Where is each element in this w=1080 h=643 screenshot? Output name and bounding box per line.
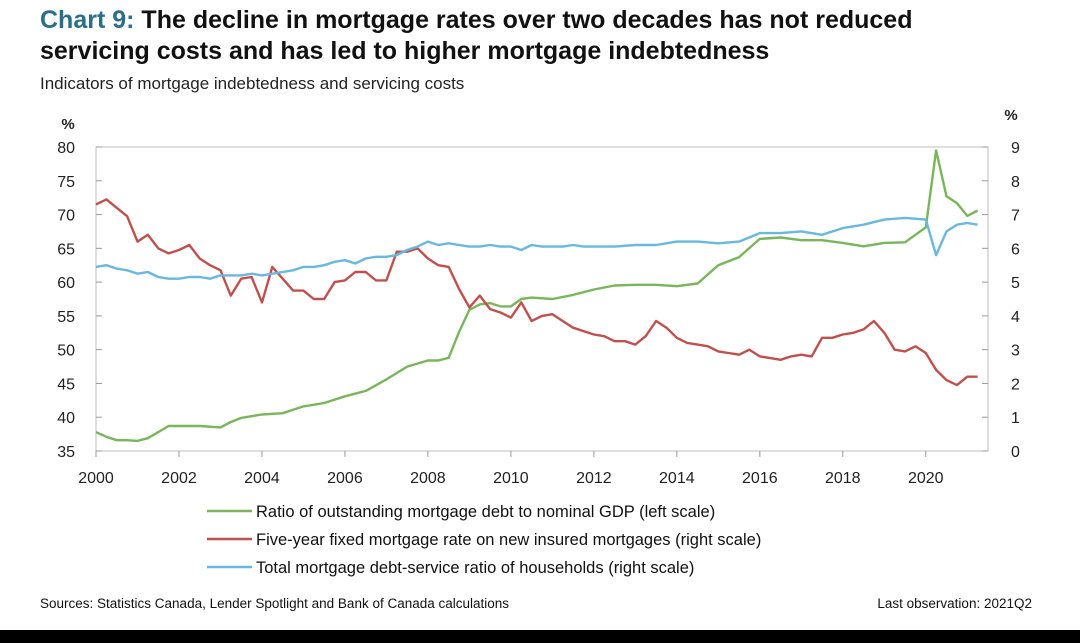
- x-tick-label: 2006: [327, 470, 363, 487]
- y-right-tick-label: 1: [1011, 410, 1020, 427]
- legend-label-mortgage-debt-to-gdp: Ratio of outstanding mortgage debt to no…: [256, 503, 715, 521]
- x-tick-label: 2012: [576, 470, 612, 487]
- chart-title-line-1: The decline in mortgage rates over two d…: [141, 6, 913, 34]
- x-tick-label: 2016: [742, 470, 778, 487]
- series-line-five-year-fixed-rate: [95, 198, 978, 387]
- sources-note: Sources: Statistics Canada, Lender Spotl…: [40, 596, 510, 611]
- series-line-mortgage-debt-to-gdp: [95, 149, 979, 443]
- y-left-tick-label: 70: [57, 208, 75, 225]
- x-tick-label: 2018: [825, 470, 861, 487]
- x-tick-label: 2004: [244, 470, 280, 487]
- x-tick-label: 2002: [161, 470, 197, 487]
- plot-area-frame: [95, 146, 989, 452]
- y-left-tick-label: 35: [57, 444, 75, 461]
- y-right-tick-label: 5: [1011, 275, 1020, 292]
- y-right-tick-label: 0: [1011, 444, 1020, 461]
- legend-label-debt-service-ratio: Total mortgage debt-service ratio of hou…: [256, 559, 694, 577]
- x-tick-label: 2014: [659, 470, 695, 487]
- x-tick-label: 2010: [493, 470, 529, 487]
- series-lines: [95, 149, 979, 443]
- y-right-tick-label: 3: [1011, 343, 1020, 360]
- y-left-tick-label: 80: [57, 140, 75, 157]
- chart-panel: Chart 9: The decline in mortgage rates o…: [0, 0, 1080, 630]
- y-right-unit-label: %: [1004, 107, 1017, 124]
- y-left-tick-label: 50: [57, 343, 75, 360]
- y-left-tick-label: 45: [57, 376, 75, 393]
- chart-title: Chart 9: The decline in mortgage rates o…: [40, 5, 1060, 67]
- chart-number: Chart 9:: [40, 6, 135, 34]
- y-left-tick-label: 75: [57, 174, 75, 191]
- x-tick-label: 2008: [410, 470, 446, 487]
- chart-title-line-2: servicing costs and has led to higher mo…: [40, 37, 770, 65]
- y-left-tick-label: 55: [57, 309, 75, 326]
- y-right-tick-label: 4: [1011, 309, 1020, 326]
- y-right-tick-label: 8: [1011, 174, 1020, 191]
- y-left-tick-label: 65: [57, 241, 75, 258]
- y-right-tick-label: 6: [1011, 241, 1020, 258]
- y-right-tick-label: 7: [1011, 208, 1020, 225]
- x-tick-label: 2020: [908, 470, 944, 487]
- last-observation-note: Last observation: 2021Q2: [877, 596, 1032, 611]
- axis-ticks: [95, 146, 988, 457]
- legend-label-five-year-fixed-rate: Five-year fixed mortgage rate on new ins…: [256, 531, 761, 549]
- y-left-unit-label: %: [61, 116, 74, 133]
- y-left-tick-label: 60: [57, 275, 75, 292]
- series-line-debt-service-ratio: [95, 216, 978, 280]
- y-right-tick-label: 2: [1011, 376, 1020, 393]
- y-right-tick-label: 9: [1011, 140, 1020, 157]
- x-tick-label: 2000: [78, 470, 114, 487]
- y-left-tick-label: 40: [57, 410, 75, 427]
- chart-subtitle: Indicators of mortgage indebtedness and …: [40, 74, 465, 93]
- legend: Ratio of outstanding mortgage debt to no…: [207, 503, 761, 577]
